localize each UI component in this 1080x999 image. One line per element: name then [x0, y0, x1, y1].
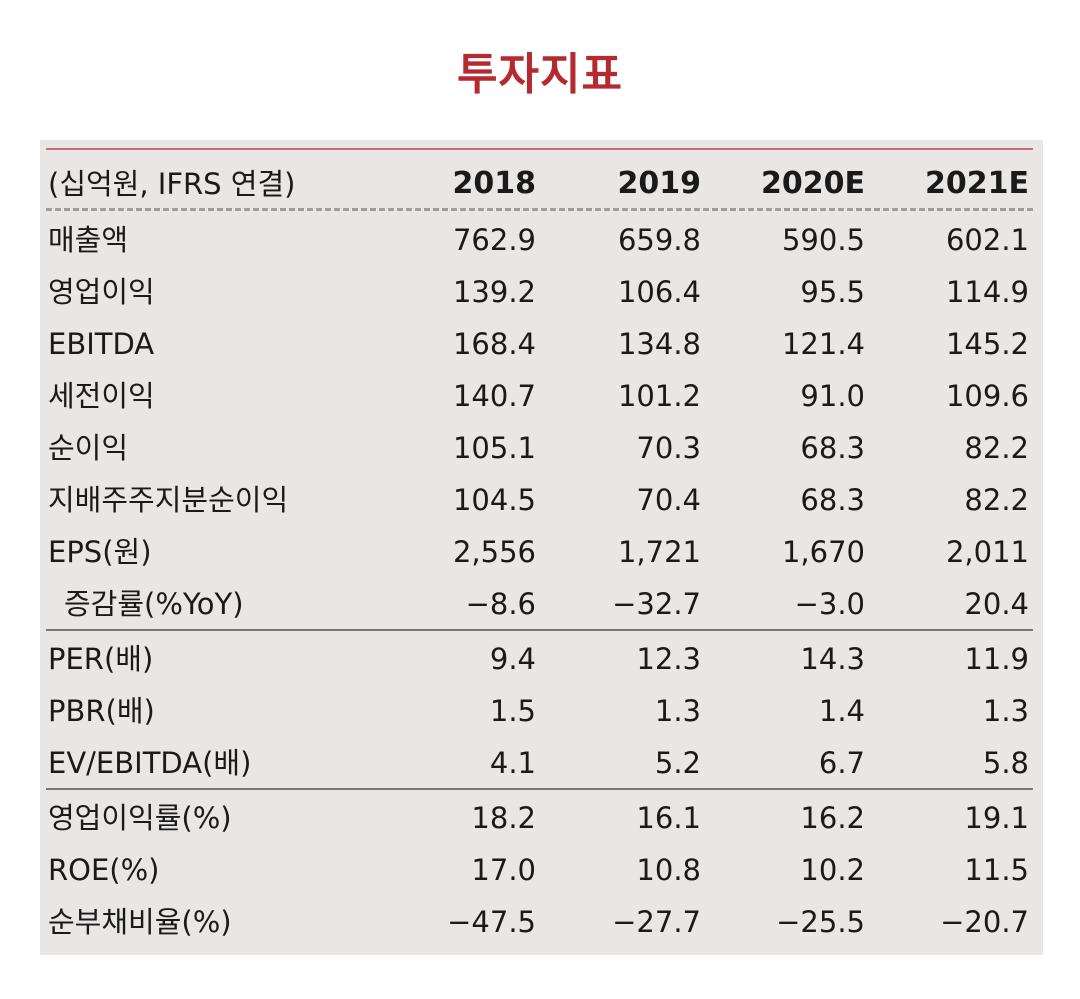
value-cell: 95.5	[800, 275, 865, 309]
value-cell: 68.3	[800, 431, 865, 465]
row-label: 영업이익률(%)	[48, 801, 232, 835]
value-cell: 1.3	[654, 694, 701, 728]
row-label: ROE(%)	[48, 853, 160, 887]
value-cell: 1.4	[818, 694, 865, 728]
value-cell: 1,670	[781, 535, 865, 569]
page-title: 투자지표	[457, 49, 623, 100]
value-cell: 114.9	[945, 275, 1029, 309]
value-cell: 134.8	[617, 327, 701, 361]
row-label: EPS(원)	[48, 535, 152, 569]
value-cell: 104.5	[452, 483, 536, 517]
value-cell: 68.3	[800, 483, 865, 517]
unit-label: (십억원, IFRS 연결)	[48, 167, 296, 201]
table-header: (십억원, IFRS 연결) 2018 2019 2020E 2021E	[40, 162, 1043, 206]
value-cell: 70.4	[636, 483, 701, 517]
value-cell: 82.2	[964, 483, 1029, 517]
row-label: 순부채비율(%)	[48, 905, 232, 939]
table-row: 순부채비율(%) −47.5 −27.7 −25.5 −20.7	[40, 900, 1043, 952]
value-cell: 105.1	[452, 431, 536, 465]
value-cell: 1.5	[489, 694, 536, 728]
table-row: 영업이익률(%) 18.2 16.1 16.2 19.1	[40, 796, 1043, 848]
value-cell: 140.7	[452, 379, 536, 413]
value-cell: 109.6	[945, 379, 1029, 413]
value-cell: 19.1	[964, 801, 1029, 835]
value-cell: 121.4	[781, 327, 865, 361]
value-cell: 1,721	[617, 535, 701, 569]
value-cell: 168.4	[452, 327, 536, 361]
row-label: PBR(배)	[48, 694, 155, 728]
value-cell: −27.7	[612, 905, 701, 939]
value-cell: 101.2	[617, 379, 701, 413]
table-top-rule	[46, 148, 1033, 150]
value-cell: 17.0	[471, 853, 536, 887]
section-divider	[46, 629, 1033, 631]
table-row: EBITDA 168.4 134.8 121.4 145.2	[40, 322, 1043, 374]
row-label: 순이익	[48, 431, 129, 465]
table-row: PBR(배) 1.5 1.3 1.4 1.3	[40, 689, 1043, 741]
value-cell: 5.2	[654, 746, 701, 780]
value-cell: 18.2	[471, 801, 536, 835]
value-cell: 16.1	[636, 801, 701, 835]
row-label: EBITDA	[48, 327, 155, 361]
table-row: PER(배) 9.4 12.3 14.3 11.9	[40, 637, 1043, 689]
value-cell: 11.9	[964, 642, 1029, 676]
value-cell: 139.2	[452, 275, 536, 309]
value-cell: 2,556	[452, 535, 536, 569]
column-header: 2019	[617, 166, 702, 201]
table-row: 증감률(%YoY) −8.6 −32.7 −3.0 20.4	[40, 582, 1043, 634]
value-cell: 106.4	[617, 275, 701, 309]
table-row: 순이익 105.1 70.3 68.3 82.2	[40, 426, 1043, 478]
table-row: 매출액 762.9 659.8 590.5 602.1	[40, 218, 1043, 270]
table-row: ROE(%) 17.0 10.8 10.2 11.5	[40, 848, 1043, 900]
table-row: EPS(원) 2,556 1,721 1,670 2,011	[40, 530, 1043, 582]
value-cell: 20.4	[964, 587, 1029, 621]
column-header: 2018	[452, 166, 537, 201]
table-row: EV/EBITDA(배) 4.1 5.2 6.7 5.8	[40, 741, 1043, 793]
value-cell: 11.5	[964, 853, 1029, 887]
value-cell: −8.6	[465, 587, 536, 621]
table-row: 영업이익 139.2 106.4 95.5 114.9	[40, 270, 1043, 322]
section-divider	[46, 788, 1033, 790]
value-cell: 4.1	[489, 746, 536, 780]
value-cell: 91.0	[800, 379, 865, 413]
row-label: 지배주주지분순이익	[48, 483, 289, 517]
value-cell: 10.2	[800, 853, 865, 887]
value-cell: 14.3	[800, 642, 865, 676]
value-cell: −20.7	[940, 905, 1029, 939]
value-cell: 70.3	[636, 431, 701, 465]
row-label: EV/EBITDA(배)	[48, 746, 252, 780]
row-label: 세전이익	[48, 379, 155, 413]
value-cell: 5.8	[982, 746, 1029, 780]
value-cell: 2,011	[945, 535, 1029, 569]
column-header: 2020E	[761, 166, 865, 201]
value-cell: 16.2	[800, 801, 865, 835]
value-cell: 12.3	[636, 642, 701, 676]
value-cell: 659.8	[617, 223, 701, 257]
value-cell: 82.2	[964, 431, 1029, 465]
value-cell: −3.0	[794, 587, 865, 621]
table-row: 세전이익 140.7 101.2 91.0 109.6	[40, 374, 1043, 426]
investment-indicators-table: (십억원, IFRS 연결) 2018 2019 2020E 2021E 매출액…	[40, 140, 1043, 955]
value-cell: 10.8	[636, 853, 701, 887]
value-cell: 145.2	[945, 327, 1029, 361]
value-cell: 762.9	[452, 223, 536, 257]
value-cell: −32.7	[612, 587, 701, 621]
value-cell: 1.3	[982, 694, 1029, 728]
header-divider	[46, 208, 1033, 211]
row-label: PER(배)	[48, 642, 154, 676]
value-cell: −25.5	[776, 905, 865, 939]
value-cell: 9.4	[489, 642, 536, 676]
row-label: 영업이익	[48, 275, 155, 309]
row-label: 매출액	[48, 223, 129, 257]
row-label: 증감률(%YoY)	[64, 587, 244, 621]
table-row: 지배주주지분순이익 104.5 70.4 68.3 82.2	[40, 478, 1043, 530]
value-cell: −47.5	[447, 905, 536, 939]
value-cell: 590.5	[781, 223, 865, 257]
value-cell: 602.1	[945, 223, 1029, 257]
column-header: 2021E	[925, 166, 1029, 201]
value-cell: 6.7	[818, 746, 865, 780]
